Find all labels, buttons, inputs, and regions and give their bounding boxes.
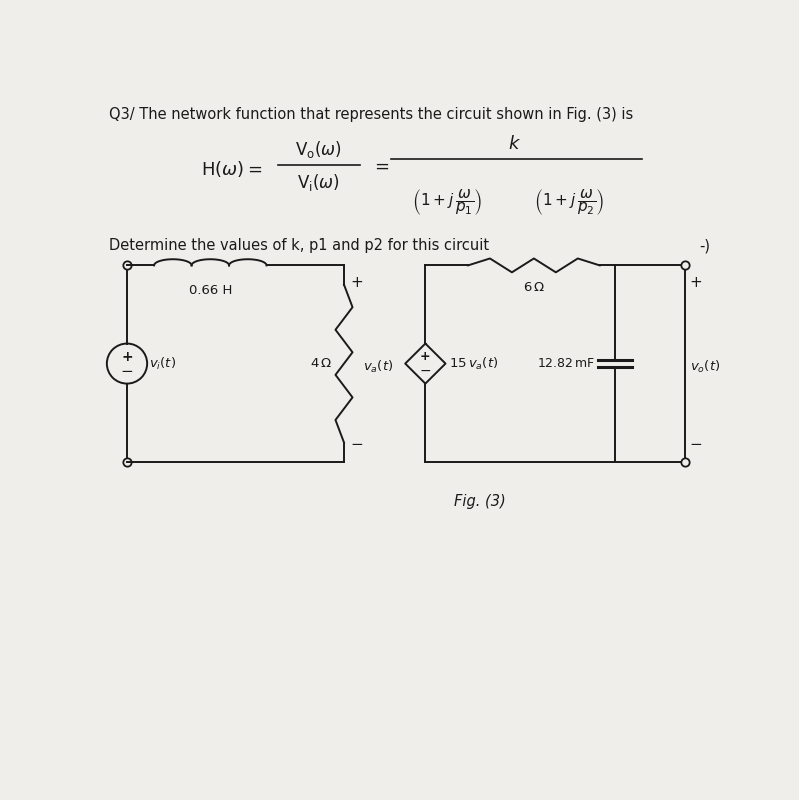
Text: $6\,\Omega$: $6\,\Omega$ [523, 281, 545, 294]
Text: $4\,\Omega$: $4\,\Omega$ [310, 357, 332, 370]
Text: $v_i(t)$: $v_i(t)$ [149, 355, 177, 372]
Text: −: − [419, 364, 431, 378]
Text: $v_a(t)$: $v_a(t)$ [364, 359, 394, 375]
Text: −: − [690, 438, 702, 452]
Text: +: + [121, 350, 133, 364]
Text: −: − [351, 438, 364, 452]
Text: $\mathrm{V_i}(\omega)$: $\mathrm{V_i}(\omega)$ [297, 172, 340, 193]
Text: +: + [420, 350, 431, 363]
Text: $12.82\,\mathrm{mF}$: $12.82\,\mathrm{mF}$ [537, 357, 595, 370]
Text: Q3/ The network function that represents the circuit shown in Fig. (3) is: Q3/ The network function that represents… [109, 106, 634, 122]
Text: $\mathrm{V_o}(\omega)$: $\mathrm{V_o}(\omega)$ [295, 139, 342, 160]
Text: $\mathrm{H}(\omega) = $: $\mathrm{H}(\omega) = $ [201, 159, 262, 179]
Text: -): -) [699, 238, 710, 254]
Text: $k$: $k$ [508, 134, 521, 153]
Text: 0.66 H: 0.66 H [189, 284, 232, 297]
Text: −: − [121, 364, 133, 378]
Text: $v_o(t)$: $v_o(t)$ [690, 359, 720, 375]
Text: +: + [351, 275, 364, 290]
Text: $=$: $=$ [371, 156, 390, 174]
Text: +: + [690, 275, 702, 290]
Text: $\left(1 + j\,\dfrac{\omega}{p_1}\right)$: $\left(1 + j\,\dfrac{\omega}{p_1}\right)… [411, 187, 483, 217]
Text: Fig. (3): Fig. (3) [454, 494, 506, 509]
Text: Determine the values of k, p1 and p2 for this circuit: Determine the values of k, p1 and p2 for… [109, 238, 489, 254]
Text: $15\,v_a(t)$: $15\,v_a(t)$ [449, 355, 499, 372]
Text: $\left(1 + j\,\dfrac{\omega}{p_2}\right)$: $\left(1 + j\,\dfrac{\omega}{p_2}\right)… [535, 187, 605, 217]
